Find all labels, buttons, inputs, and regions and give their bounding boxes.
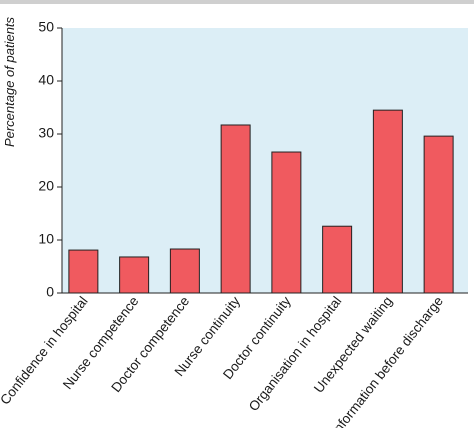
- x-tick-label: Organisation in hospital: [246, 294, 345, 414]
- y-axis-label: Percentage of patients: [2, 16, 17, 147]
- y-tick-label: 40: [38, 72, 54, 88]
- y-tick-label: 0: [46, 284, 54, 300]
- bar: [119, 256, 150, 294]
- y-tick-label: 30: [38, 125, 54, 141]
- bar: [423, 135, 454, 294]
- y-tick-label: 10: [38, 231, 54, 247]
- bar: [372, 109, 403, 294]
- bar: [68, 249, 99, 294]
- plot-area: [62, 28, 468, 293]
- top-band: [0, 0, 474, 4]
- y-tick-label: 50: [38, 19, 54, 35]
- bar: [220, 124, 251, 294]
- bar: [271, 151, 302, 294]
- bar: [322, 225, 353, 294]
- y-tick-label: 20: [38, 178, 54, 194]
- bar: [169, 248, 200, 294]
- x-tick-label: Confidence in hospital: [0, 294, 91, 408]
